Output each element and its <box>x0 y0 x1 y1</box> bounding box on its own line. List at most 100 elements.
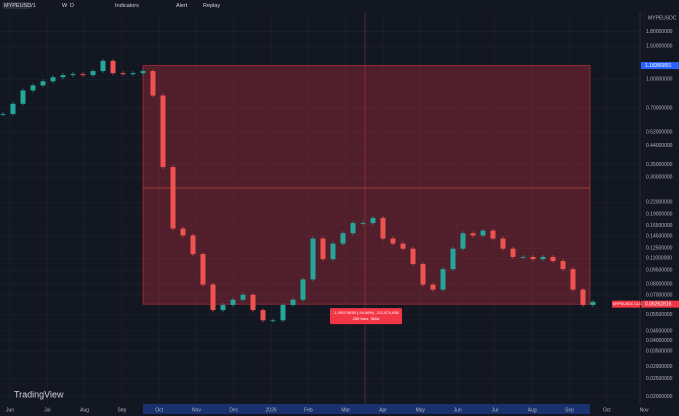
x-tick-label: Sep <box>117 407 126 413</box>
y-tick-label: 0.02500000 <box>646 376 673 382</box>
x-tick-label: 2026 <box>266 407 277 413</box>
x-tick-label: Dec <box>229 407 238 413</box>
candle-body <box>40 81 46 86</box>
y-tick-label: 0.09500000 <box>646 268 673 274</box>
candle-body <box>260 310 266 321</box>
candle-body <box>10 103 16 114</box>
candle-body <box>390 238 396 244</box>
y-tick-label: 0.14500000 <box>646 233 673 239</box>
x-tick-label: Jun <box>6 407 14 413</box>
measure-info: -1.05974838 (-94.66%) -112,874,658 <box>333 310 399 315</box>
candle-body <box>540 256 546 260</box>
candle-body <box>130 73 136 75</box>
candle-body <box>230 299 236 305</box>
y-tick-label: 0.52000000 <box>646 130 673 136</box>
candle-body <box>580 289 586 305</box>
symbol-tag: MYPEUSDC <box>648 15 677 21</box>
x-tick-label: Jul <box>492 407 498 413</box>
x-tick-label: Mar <box>341 407 350 413</box>
candle-body <box>370 217 376 224</box>
y-tick-label: 0.08000000 <box>646 282 673 288</box>
candle-body <box>300 279 306 300</box>
candle-body <box>120 73 126 75</box>
candle-body <box>90 71 96 76</box>
x-tick-label: Feb <box>304 407 313 413</box>
x-tick-label: Jul <box>44 407 50 413</box>
price-label-bg <box>641 300 679 308</box>
toolbar-bg <box>0 0 679 11</box>
measure-box <box>142 65 591 305</box>
candle-body <box>150 71 156 96</box>
y-tick-label: 1.80000000 <box>646 29 673 35</box>
symbol[interactable]: MYPEUSD/1 <box>4 3 36 9</box>
candle-body <box>320 238 326 260</box>
candle-body <box>440 269 446 290</box>
candle-body <box>470 233 476 236</box>
candle-body <box>590 301 596 305</box>
time-range-highlight <box>143 404 590 414</box>
candle-body <box>420 264 426 285</box>
replay-button[interactable]: Replay <box>203 3 220 9</box>
candle-body <box>160 95 166 168</box>
candle-body <box>380 217 386 239</box>
candle-body <box>30 85 36 91</box>
price-label-bg <box>641 62 679 70</box>
candles <box>0 58 596 323</box>
toolbar: MYPEUSD/1 W D Indicators Alert Replay <box>0 0 679 11</box>
y-tick-label: 0.16500000 <box>646 223 673 229</box>
x-tick-label: Apr <box>379 407 387 413</box>
y-tick-label: 0.04500000 <box>646 328 673 334</box>
candle-body <box>460 233 466 249</box>
candle-body <box>170 167 176 229</box>
interval[interactable]: W <box>62 3 68 9</box>
y-tick-label: 0.07000000 <box>646 292 673 298</box>
grid <box>0 12 645 404</box>
candle-body <box>560 261 566 270</box>
x-tick-label: Aug <box>80 407 89 413</box>
candle-body <box>210 284 216 311</box>
alert-button[interactable]: Alert <box>176 3 188 9</box>
candle-body <box>280 304 286 321</box>
candle-body <box>220 304 226 311</box>
x-tick-label: Nov <box>640 407 649 413</box>
y-tick-label: 0.04000000 <box>646 338 673 344</box>
candle-body <box>570 269 576 290</box>
candle-body <box>290 299 296 305</box>
x-tick-label: Nov <box>192 407 201 413</box>
y-tick-label: 0.11000000 <box>646 256 672 262</box>
candle-body <box>60 75 66 78</box>
y-tick-label: 0.44000000 <box>646 143 673 149</box>
x-tick-label: May <box>416 407 426 413</box>
symbol-pill[interactable] <box>2 2 32 9</box>
candle-body <box>500 238 506 249</box>
measure-area <box>142 65 591 305</box>
y-tick-label: 0.12500000 <box>646 245 673 251</box>
y-tick-label: 0.05500000 <box>646 312 673 318</box>
candle-body <box>80 74 86 76</box>
candle-body <box>520 256 526 258</box>
y-tick-label: 1.50000000 <box>646 44 673 50</box>
x-tick-label: Aug <box>528 407 537 413</box>
measure-info: 289 bars, 360d <box>353 316 380 321</box>
time-axis <box>0 404 679 416</box>
candle-body <box>480 230 486 236</box>
candle-body <box>0 113 6 115</box>
end-tag-bg <box>612 300 640 308</box>
y-tick-label: 0.19000000 <box>646 211 673 217</box>
candle-body <box>50 77 56 82</box>
y-tick-label: 0.22000000 <box>646 199 673 205</box>
price-label: 0.06262816 <box>645 301 672 307</box>
candle-body <box>450 248 456 270</box>
brand: TradingView <box>14 389 64 399</box>
interval[interactable]: D <box>70 3 74 9</box>
measure-info-bg <box>330 308 402 325</box>
candle-body <box>240 294 246 300</box>
x-tick-label: Sep <box>565 407 574 413</box>
candle-body <box>70 74 76 76</box>
indicators-button[interactable]: Indicators <box>115 3 139 9</box>
x-tick-label: Jun <box>454 407 462 413</box>
candle-body <box>360 223 366 224</box>
y-tick-label: 0.03500000 <box>646 349 673 355</box>
candle-body <box>110 60 116 74</box>
candle-body <box>430 284 436 290</box>
